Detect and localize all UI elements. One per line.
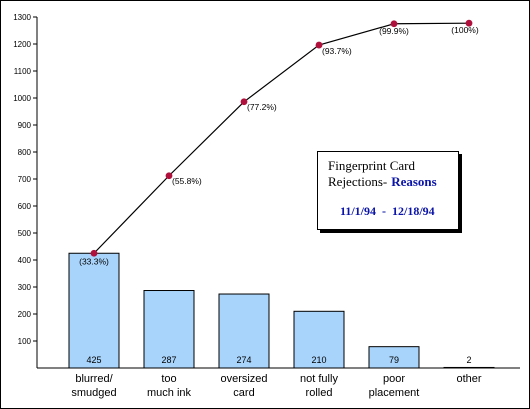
bar-value-label-0: 425 [86,355,101,365]
y-tick-label-600: 600 [18,202,32,211]
y-tick-label-500: 500 [18,229,32,238]
bar-value-label-3: 210 [311,355,326,365]
bar-1 [143,290,195,369]
category-label-3-0: not fully [300,373,338,385]
bar-5 [443,366,495,369]
chart-title-box: Fingerprint Card Rejections- Reasons 11/1… [317,151,459,230]
y-tick-label-800: 800 [18,148,32,157]
cumulative-line [93,22,470,254]
chart-subtitle-date-range: 11/1/94 - 12/18/94 [340,204,435,218]
category-label-5-0: other [456,373,481,385]
bar-4 [368,346,420,369]
category-label-4-0: poor [383,373,405,385]
y-tick-label-300: 300 [18,283,32,292]
y-tick-label-900: 900 [18,121,32,130]
bar-0 [68,252,120,369]
category-label-0-0: blurred/ [75,373,113,385]
category-label-4-1: placement [369,387,420,399]
cumulative-point-5 [465,19,473,27]
cumulative-point-0 [90,249,98,257]
bar-2 [218,293,270,369]
chart-title-line-2-text: Rejections- [328,174,388,189]
cumulative-label-4: (99.9%) [379,26,409,36]
cumulative-point-2 [240,98,248,106]
category-label-1-1: much ink [147,387,192,399]
bars [68,252,495,369]
y-tick-label-1200: 1200 [13,40,31,49]
cumulative-point-3 [315,41,323,49]
y-tick-label-400: 400 [18,256,32,265]
category-label-2-1: card [233,387,254,399]
cumulative-label-3: (93.7%) [322,46,352,56]
chart-title-line-1: Fingerprint Card [328,158,416,173]
cumulative-label-1: (55.8%) [172,176,202,186]
chart-title-highlight: Reasons [391,174,437,189]
bar-value-label-2: 274 [236,355,251,365]
category-label-0-1: smudged [71,387,116,399]
y-tick-label-200: 200 [18,310,32,319]
y-tick-label-1100: 1100 [14,67,32,76]
bar-value-label-5: 2 [466,355,471,365]
cumulative-point-1 [165,172,173,180]
cumulative-point-4 [390,20,398,28]
labels: 425 blurred/smudged 287 too much ink 274 overs… [71,25,482,399]
cumulative-label-0: (33.3%) [79,256,109,266]
cumulative-line-layer [90,19,473,257]
y-tick-label-100: 100 [18,337,32,346]
category-label-1-0: too [161,373,176,385]
chart-title-line-2: Rejections- Reasons [328,174,437,190]
bar-value-label-1: 287 [161,355,176,365]
bar-value-label-4: 79 [389,355,399,365]
y-tick-label-700: 700 [18,175,32,184]
cumulative-label-5: (100%) [451,25,479,35]
category-label-2-0: oversized [220,373,267,385]
bar-3 [293,310,345,369]
y-tick-label-1300: 1300 [13,13,31,22]
y-tick-label-1000: 1000 [13,94,31,103]
category-label-3-1: rolled [306,387,333,399]
cumulative-label-2: (77.2%) [247,102,277,112]
